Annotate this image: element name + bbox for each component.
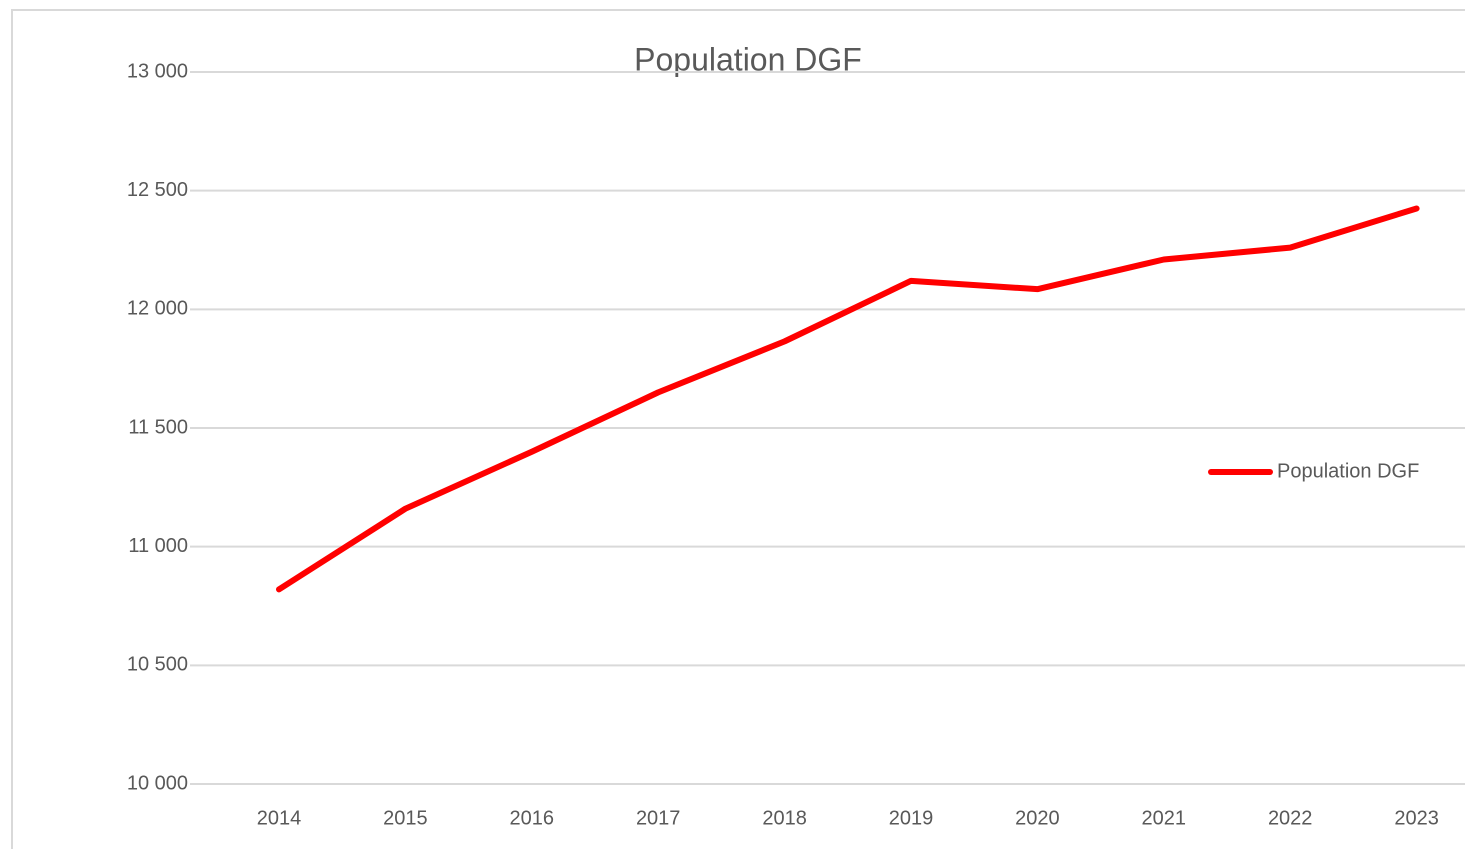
- x-tick-label: 2023: [1394, 807, 1439, 829]
- x-tick-label: 2015: [383, 807, 428, 829]
- chart-frame: [11, 9, 1465, 849]
- x-tick-label: 2017: [636, 807, 681, 829]
- y-tick-label: 10 000: [127, 772, 188, 794]
- x-tick-label: 2018: [762, 807, 807, 829]
- legend-label: Population DGF: [1277, 460, 1419, 482]
- y-tick-label: 12 500: [127, 179, 188, 201]
- x-tick-label: 2020: [1015, 807, 1060, 829]
- y-tick-label: 11 000: [128, 535, 188, 557]
- y-tick-label: 13 000: [127, 60, 188, 82]
- x-tick-label: 2022: [1268, 807, 1313, 829]
- y-tick-label: 11 500: [128, 416, 188, 438]
- x-tick-label: 2016: [510, 807, 555, 829]
- x-tick-label: 2014: [257, 807, 302, 829]
- x-tick-label: 2021: [1142, 807, 1187, 829]
- series-line: [276, 205, 1420, 593]
- x-tick-label: 2019: [889, 807, 934, 829]
- y-tick-label: 12 000: [127, 298, 188, 320]
- y-tick-label: 10 500: [127, 654, 188, 676]
